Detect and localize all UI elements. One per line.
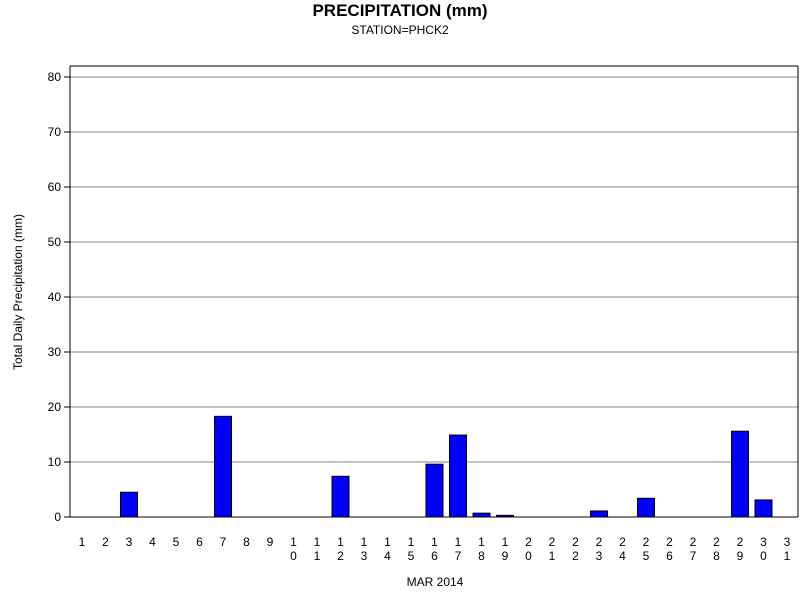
bar: [425, 463, 444, 518]
y-tick-label: 50: [48, 235, 62, 249]
y-axis-label: Total Daily Precipitation (mm): [11, 213, 25, 371]
x-tick-label: 7: [220, 535, 227, 549]
x-tick-label: 6: [196, 535, 203, 549]
bar: [754, 499, 773, 518]
bar: [496, 514, 514, 518]
y-tick-label: 10: [48, 455, 62, 469]
y-tick-label: 60: [48, 180, 62, 194]
bar: [449, 434, 467, 518]
y-tick-label: 0: [54, 510, 61, 524]
y-tick-label: 80: [48, 70, 62, 84]
x-tick-label: 8: [243, 535, 250, 549]
x-tick-label: 5: [173, 535, 180, 549]
bar: [731, 430, 749, 518]
bar: [120, 491, 138, 518]
x-tick-label: 2: [102, 535, 109, 549]
x-tick-label: 3: [126, 535, 133, 549]
y-tick-label: 20: [48, 400, 62, 414]
y-tick-label: 40: [48, 290, 62, 304]
chart-title: PRECIPITATION (mm): [312, 1, 488, 20]
x-tick-label: 9: [267, 535, 274, 549]
bar: [472, 512, 491, 518]
chart-subtitle: STATION=PHCK2: [351, 23, 449, 37]
x-axis-label: MAR 2014: [406, 575, 464, 589]
y-tick-label: 30: [48, 345, 62, 359]
bar: [637, 497, 655, 518]
x-tick-label: 4: [149, 535, 156, 549]
bar: [331, 475, 350, 518]
bar: [590, 510, 608, 518]
y-tick-label: 70: [48, 125, 62, 139]
x-tick-label: 1: [79, 535, 86, 549]
bar: [214, 415, 232, 518]
